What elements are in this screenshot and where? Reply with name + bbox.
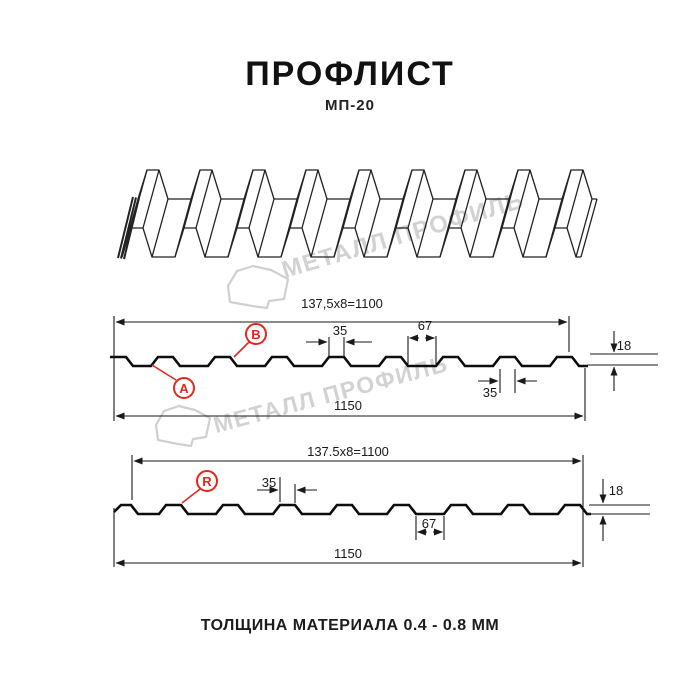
profile-bottom-outline: [113, 503, 591, 516]
sheet-cut-edge: [117, 196, 140, 260]
brand-logo-icon: [154, 404, 212, 448]
leader-label-a: [151, 364, 177, 381]
brand-logo-icon: [226, 264, 290, 310]
profile-top-outline: [110, 355, 588, 368]
dim-rib-bottom-width-top: 35: [482, 385, 498, 400]
dim-valley-width-top: 67: [417, 318, 433, 333]
side-label-a: A: [173, 377, 195, 399]
dim-height-bottom: 18: [608, 483, 624, 498]
side-label-r: R: [196, 470, 218, 492]
dim-height-top: 18: [616, 338, 632, 353]
dim-valley-width-bottom: 67: [421, 516, 437, 531]
page-title: ПРОФЛИСТ: [245, 55, 455, 93]
material-thickness-note: ТОЛЩИНА МАТЕРИАЛА 0.4 - 0.8 ММ: [200, 617, 500, 634]
profile-top-section: [110, 316, 658, 421]
dim-total-width-top: 1150: [334, 398, 362, 413]
dim-total-width-bottom: 1150: [334, 546, 362, 561]
profile-bottom-section: [113, 455, 650, 567]
leader-label-r: [181, 488, 201, 504]
dim-pitch-bottom: 137.5x8=1100: [307, 444, 389, 459]
leader-label-b: [233, 341, 250, 358]
dim-rib-top-width-bottom: 35: [261, 475, 277, 490]
product-code: МП-20: [325, 97, 375, 114]
dim-pitch-top: 137,5x8=1100: [301, 296, 383, 311]
sheet-3d-view: [117, 169, 598, 260]
dim-rib-top-width-top: 35: [332, 323, 348, 338]
side-label-b: B: [245, 323, 267, 345]
